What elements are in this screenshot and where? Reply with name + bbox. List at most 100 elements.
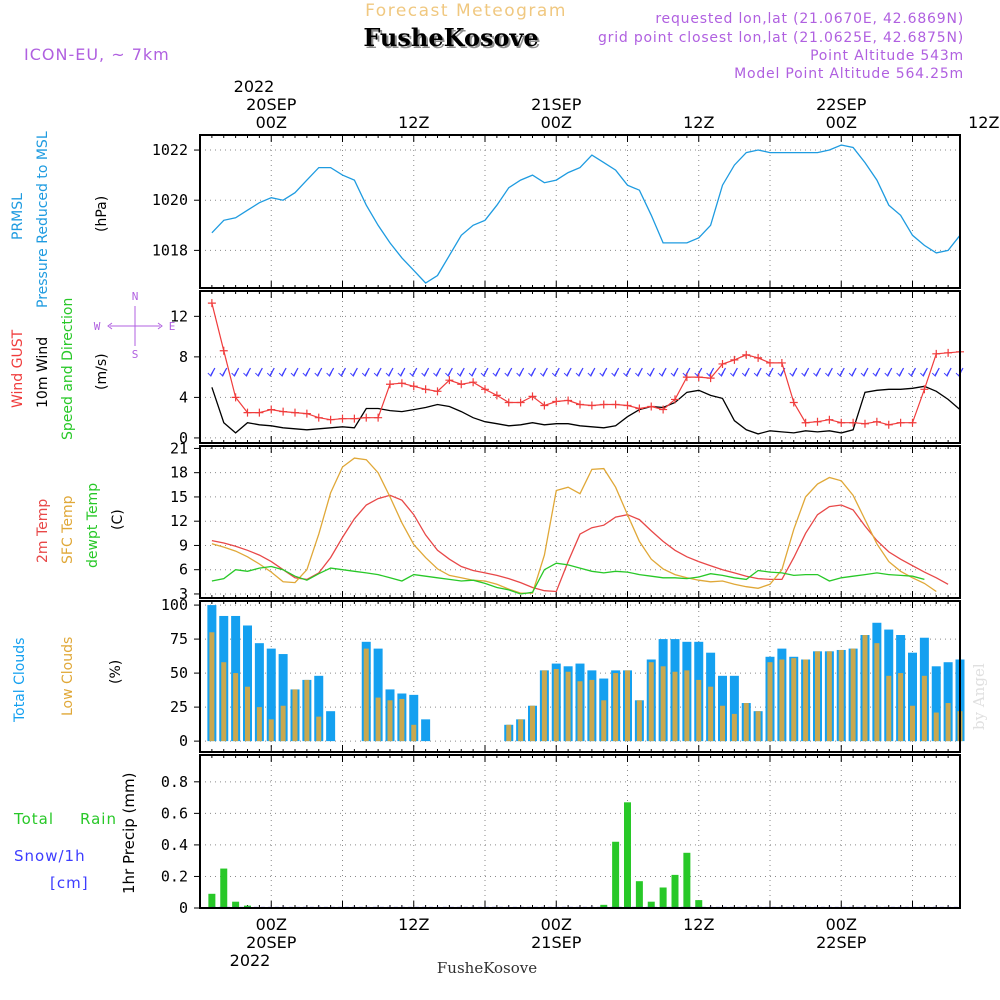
low-cloud-bar: [245, 686, 250, 742]
prmsl-label: PRMSL: [10, 193, 26, 240]
low-cloud-bar: [530, 705, 535, 742]
y-tick-label: 12: [170, 512, 188, 530]
gust-marker: [255, 408, 264, 417]
bottom-day-label: 22SEP: [816, 933, 867, 952]
y-tick-label: 8: [179, 348, 188, 366]
compass-south: S: [132, 348, 139, 361]
wind-arrow-head: [789, 371, 796, 377]
total-cloud-bar: [278, 654, 288, 742]
gust-marker: [207, 299, 216, 308]
wind-arrow-head: [943, 371, 950, 377]
wind-arrow-head: [219, 371, 226, 377]
low-cloud-bar: [838, 649, 844, 742]
y-tick-label: 12: [170, 307, 188, 325]
wind-arrow-head: [753, 371, 760, 377]
low-cloud-bar: [874, 643, 880, 742]
gust-marker: [481, 385, 489, 394]
gust-marker: [219, 346, 228, 355]
y-tick-label: 6: [179, 561, 188, 579]
temperature-panel-labels: 2m Temp SFC Temp dewpt Temp (C): [35, 483, 126, 568]
wind-arrow-head: [920, 371, 926, 377]
wind-arrow-head: [623, 371, 629, 377]
top-day-label: 21SEP: [531, 95, 582, 114]
total-cloud-bar: [908, 652, 917, 742]
gust-marker: [386, 380, 394, 389]
panel-border: [199, 600, 961, 753]
gust-marker: [457, 380, 466, 389]
wind-arrow-head: [801, 371, 808, 377]
bottom-hour-label: 00Z: [541, 915, 572, 934]
gust-marker: [777, 358, 786, 367]
location-title-shadow: FusheKosove: [365, 25, 540, 54]
dewpt-temp-label: dewpt Temp: [85, 483, 101, 568]
gust-marker: [801, 418, 810, 427]
panel-clouds: 0 25 50 75 100: [161, 596, 965, 753]
gust-marker: [409, 382, 418, 391]
wind-arrow-head: [896, 371, 903, 377]
top-day-label: 20SEP: [246, 95, 297, 114]
gust-marker: [314, 413, 323, 422]
wind-arrow-head: [872, 371, 879, 377]
low-cloud-bar: [304, 679, 310, 742]
y-tick-label: 1022: [152, 141, 188, 159]
low-cloud-bar: [553, 669, 559, 742]
low-cloud-bar: [268, 719, 274, 742]
panel-wind: 0 4 8 12: [170, 290, 964, 447]
top-hour-label: 00Z: [826, 113, 857, 132]
panel-pressure: 1018 1020 1022: [152, 134, 961, 289]
pressure-msl-label: Pressure Reduced to MSL: [35, 131, 51, 308]
wind-arrow-head: [741, 371, 748, 377]
gust-marker: [528, 392, 537, 401]
top-hour-label: 12Z: [968, 113, 999, 132]
gust-marker: [291, 408, 299, 417]
low-cloud-bar: [506, 724, 512, 742]
c-unit-label: (C): [110, 509, 126, 530]
panel-border: [199, 445, 961, 599]
gust-marker: [504, 398, 513, 407]
rain-bar: [244, 905, 251, 908]
wind-arrow-head: [278, 371, 285, 377]
y-tick-label: 0: [179, 899, 188, 917]
wind-arrow-head: [326, 371, 333, 377]
gust-marker: [742, 350, 751, 359]
low-cloud-bar: [280, 705, 286, 742]
wind-arrow-head: [765, 371, 772, 377]
model-label: ICON-EU, ~ 7km: [24, 45, 170, 64]
low-cloud-bar: [625, 670, 630, 742]
panel-temperature: 3 6 9 12 15 18 21: [170, 439, 961, 603]
bottom-year-label: 2022: [230, 951, 271, 970]
gust-marker: [920, 385, 929, 394]
low-cloud-bar: [399, 698, 405, 742]
gust-marker: [706, 374, 715, 383]
low-cloud-bar: [850, 648, 856, 742]
low-cloud-bar: [577, 681, 583, 742]
gust-marker: [267, 405, 276, 414]
low-cloud-bar: [921, 675, 927, 742]
footer-location: FusheKosove: [437, 959, 537, 977]
precip-unit-label: 1hr Precip (mm): [120, 773, 138, 894]
rain-bar: [671, 874, 679, 908]
low-cloud-bar: [233, 673, 239, 742]
low-cloud-bar: [898, 673, 904, 742]
rain-bar: [683, 852, 691, 908]
rain-bar: [600, 904, 608, 908]
dewpt-line: [211, 562, 925, 595]
low-cloud-bar: [815, 651, 820, 742]
wind-arrow-head: [397, 371, 404, 377]
wind-panel-labels: Wind GUST 10m Wind Speed and Direction (…: [10, 290, 175, 440]
low-cloud-bar: [209, 632, 215, 742]
wind-arrow-head: [860, 371, 867, 377]
y-tick-label: 4: [179, 388, 188, 406]
gust-marker: [374, 413, 383, 422]
y-tick-label: 75: [170, 630, 188, 648]
precip-panel-labels: Total Rain Snow/1h [cm] 1hr Precip (mm): [13, 773, 138, 894]
low-cloud-bar: [886, 675, 892, 742]
panels: 1018102010220481236912151821025507510000…: [152, 134, 965, 917]
wind-arrow-head: [409, 371, 416, 377]
top-hour-label: 00Z: [541, 113, 572, 132]
low-clouds-label: Low Clouds: [60, 637, 76, 716]
speed-direction-label: Speed and Direction: [60, 298, 76, 440]
low-cloud-bar: [743, 703, 749, 742]
gust-marker: [849, 418, 858, 427]
